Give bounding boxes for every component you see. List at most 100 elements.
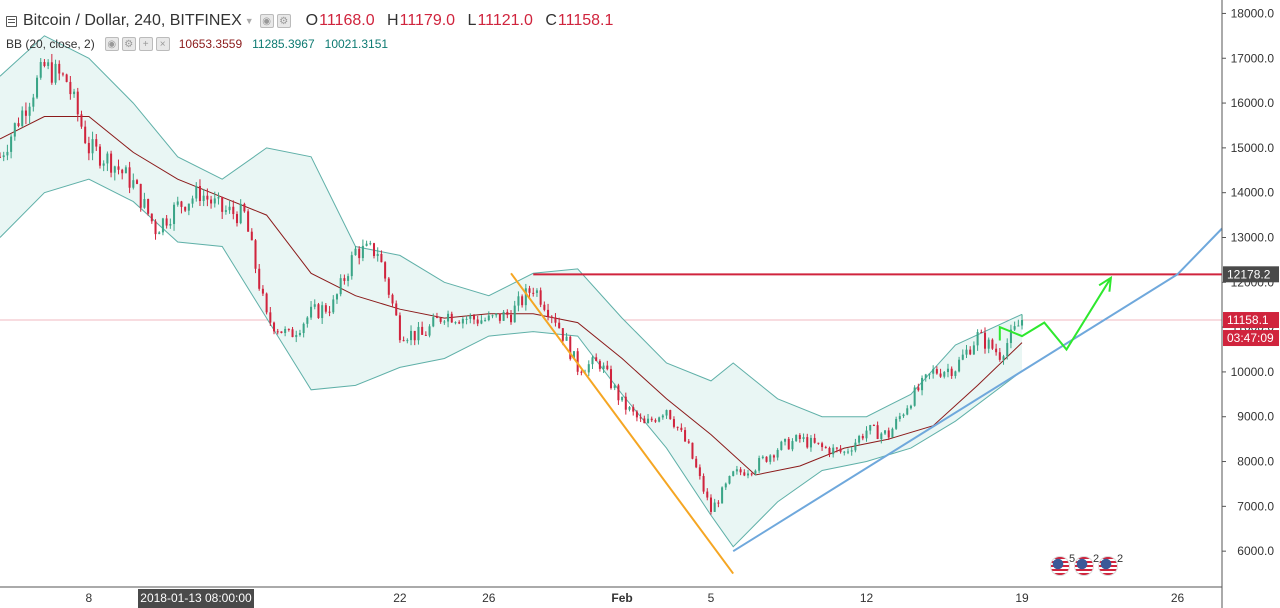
- candle: [217, 197, 220, 199]
- candle: [754, 470, 757, 474]
- candle: [521, 296, 524, 306]
- candle: [946, 368, 949, 373]
- candle: [502, 311, 505, 321]
- candle: [150, 213, 153, 222]
- candle: [372, 243, 376, 257]
- us-flag-event-icon[interactable]: 2: [1098, 553, 1123, 576]
- candle: [102, 163, 105, 166]
- close-icon[interactable]: ×: [155, 37, 170, 51]
- candle: [595, 357, 598, 362]
- settings-icon[interactable]: ⚙: [276, 14, 291, 28]
- candle: [198, 186, 201, 202]
- candle: [247, 211, 250, 232]
- settings-icon[interactable]: ⚙: [121, 37, 136, 51]
- candle: [84, 126, 87, 143]
- candle: [106, 153, 109, 164]
- candle: [143, 199, 146, 208]
- price-tick-label: 18000.0: [1231, 6, 1275, 20]
- candle: [547, 309, 550, 317]
- candle: [465, 318, 468, 320]
- indicator-label[interactable]: BB (20, close, 2): [6, 37, 95, 51]
- candle: [802, 437, 805, 439]
- candle: [158, 232, 161, 235]
- candle: [406, 340, 409, 342]
- candle: [361, 245, 364, 259]
- price-tick-label: 8000.0: [1237, 455, 1274, 469]
- candle: [721, 487, 724, 504]
- candle: [865, 430, 868, 439]
- candle: [276, 331, 279, 333]
- candle: [617, 385, 620, 401]
- candle: [895, 418, 898, 429]
- candle: [110, 153, 113, 173]
- candle: [61, 73, 64, 75]
- candle: [650, 418, 653, 421]
- candle: [117, 166, 120, 170]
- candle: [224, 210, 227, 212]
- candle: [909, 405, 912, 409]
- candle: [161, 218, 164, 233]
- candle: [184, 206, 187, 211]
- candle: [691, 442, 694, 459]
- candle: [6, 151, 9, 156]
- symbol-list-icon[interactable]: [6, 15, 17, 27]
- candle: [243, 203, 246, 212]
- candle: [621, 396, 624, 401]
- candle: [69, 81, 72, 95]
- candle: [187, 203, 190, 211]
- us-flag-event-icon[interactable]: 2: [1074, 553, 1099, 576]
- candle: [706, 491, 709, 498]
- chart-header: Bitcoin / Dollar, 240, BITFINEX ▼ ◉ ⚙ O1…: [0, 0, 1222, 60]
- candle: [213, 198, 216, 204]
- us-flag-event-icon[interactable]: 5: [1050, 553, 1075, 576]
- bar-countdown-tag: 03:47:09: [1227, 331, 1274, 345]
- candle: [1009, 329, 1012, 344]
- candle: [580, 371, 583, 373]
- candle: [250, 231, 253, 241]
- candle: [835, 447, 838, 449]
- add-icon[interactable]: +: [138, 37, 153, 51]
- candle: [287, 328, 290, 330]
- candle: [1006, 343, 1009, 357]
- candle: [550, 316, 553, 318]
- candle: [347, 276, 350, 281]
- candle: [884, 430, 887, 434]
- chevron-down-icon[interactable]: ▼: [244, 16, 254, 26]
- candle: [732, 471, 735, 476]
- candle: [998, 352, 1001, 360]
- candle: [376, 253, 379, 257]
- candle: [195, 186, 198, 199]
- candle: [791, 441, 794, 450]
- candle: [435, 317, 438, 319]
- candle: [154, 221, 157, 235]
- candle: [506, 311, 509, 315]
- candle: [428, 326, 431, 336]
- candle: [472, 315, 476, 320]
- candle: [854, 442, 857, 451]
- eye-icon[interactable]: ◉: [104, 37, 119, 51]
- candle: [817, 442, 820, 444]
- candle: [1002, 356, 1005, 360]
- time-tick-label: 19: [1015, 591, 1029, 605]
- candle: [898, 416, 901, 419]
- candle: [917, 387, 920, 391]
- candle: [987, 339, 990, 349]
- candle: [335, 294, 338, 300]
- price-tick-label: 17000.0: [1231, 51, 1275, 65]
- candle: [28, 106, 31, 116]
- candle: [954, 371, 957, 376]
- candle: [758, 458, 761, 471]
- candle: [32, 97, 35, 107]
- candle: [358, 248, 361, 259]
- candle: [254, 240, 257, 269]
- candle: [746, 473, 750, 476]
- eye-icon[interactable]: ◉: [259, 14, 274, 28]
- candle: [350, 255, 353, 277]
- symbol-title[interactable]: Bitcoin / Dollar, 240, BITFINEX: [23, 12, 242, 29]
- candle: [332, 299, 335, 313]
- bb-lower-line: [0, 178, 1023, 548]
- candle: [391, 294, 394, 304]
- candle: [1021, 320, 1024, 326]
- economic-events: 5 2 2: [1050, 553, 1123, 576]
